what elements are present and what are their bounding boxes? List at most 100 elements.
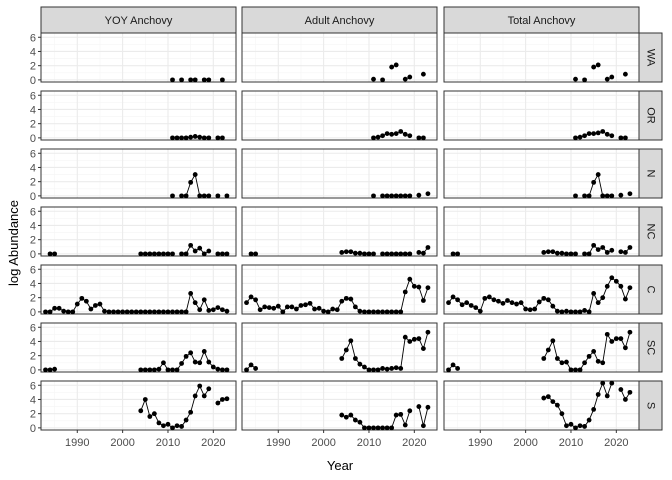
data-point [197, 134, 203, 140]
data-point [201, 393, 207, 399]
data-point [500, 300, 506, 306]
data-point [170, 251, 175, 257]
data-point [613, 336, 619, 342]
panel-n-2 [443, 148, 640, 199]
data-point [375, 367, 381, 373]
y-tick-label: 6 [30, 380, 36, 392]
data-point [343, 295, 349, 301]
data-point [183, 417, 189, 423]
data-point [455, 366, 461, 371]
panel-border [40, 322, 237, 373]
data-point [554, 402, 560, 408]
data-point [545, 394, 551, 400]
row-strip [638, 206, 663, 257]
data-point [352, 250, 358, 256]
data-point [201, 135, 207, 141]
data-point [398, 411, 404, 417]
data-point [375, 425, 381, 431]
data-point [156, 420, 162, 426]
data-point [600, 295, 606, 301]
row-strip-label: SC [645, 340, 657, 355]
data-point [407, 251, 413, 257]
data-point [284, 304, 290, 310]
series-sc-2 [446, 329, 633, 373]
data-point [380, 366, 385, 371]
data-point [600, 360, 606, 366]
y-tick-label: 4 [30, 220, 36, 232]
data-point [450, 294, 456, 300]
x-tick-label: 2010 [357, 437, 381, 449]
data-point [215, 193, 221, 199]
panel-nc-2 [443, 206, 640, 257]
data-point [362, 251, 367, 257]
data-point [197, 360, 203, 366]
data-point [393, 309, 399, 315]
data-point [473, 305, 479, 311]
data-point [371, 367, 376, 373]
panel-background [41, 207, 236, 256]
data-point [179, 193, 184, 199]
data-point [420, 346, 426, 351]
data-point [425, 404, 431, 410]
data-point [402, 251, 408, 257]
data-point [224, 251, 230, 257]
panel-background [444, 381, 639, 430]
data-point [219, 397, 225, 402]
data-point [74, 301, 80, 307]
y-tick-label: 2 [30, 119, 36, 131]
data-point [307, 300, 313, 306]
panel-n-0 [40, 148, 237, 199]
data-point [523, 306, 529, 312]
data-point [573, 425, 578, 431]
data-point [398, 309, 404, 315]
series-segment [400, 337, 406, 369]
data-point [604, 393, 610, 399]
data-point [573, 135, 578, 141]
data-point [348, 412, 354, 418]
data-point [348, 338, 354, 344]
data-point [407, 133, 413, 139]
data-point [622, 296, 628, 302]
data-point [174, 309, 180, 315]
panel-or-0 [40, 90, 237, 141]
data-point [455, 251, 461, 257]
data-point [568, 251, 574, 257]
panel-border [40, 264, 237, 315]
data-point [464, 300, 470, 306]
y-tick-label: 4 [30, 278, 36, 290]
data-point [609, 275, 615, 281]
data-point [455, 297, 461, 303]
data-point [550, 303, 556, 309]
data-point [586, 353, 592, 359]
data-point [248, 362, 254, 368]
data-point [622, 135, 628, 141]
data-point [61, 308, 67, 314]
data-point [550, 399, 556, 404]
data-point [257, 307, 263, 313]
data-point [380, 193, 385, 199]
data-point [192, 359, 198, 365]
data-point [339, 412, 345, 418]
data-point [151, 309, 157, 315]
x-axis-title: Year [327, 458, 354, 473]
data-point [402, 334, 408, 340]
panel-border [241, 380, 438, 431]
data-point [554, 250, 560, 256]
data-point [407, 74, 413, 80]
axes-layer: 0 2 4 6 0 2 4 6 0 2 4 6 0 2 4 6 0 2 4 6 0 2 4 6 0 2 4 6 1990 2000 2010… [30, 32, 629, 449]
data-point [541, 295, 547, 301]
data-point [518, 300, 524, 306]
series-sc-1 [244, 329, 431, 373]
data-point [402, 76, 408, 82]
data-point [389, 131, 395, 137]
panel-border [241, 148, 438, 199]
data-point [253, 366, 259, 371]
data-point [604, 76, 610, 82]
panel-nc-0 [40, 206, 237, 257]
data-point [559, 250, 565, 256]
data-point [138, 309, 144, 315]
data-point [564, 251, 569, 257]
data-point [142, 367, 148, 373]
panel-background [41, 265, 236, 314]
data-point [450, 362, 456, 368]
